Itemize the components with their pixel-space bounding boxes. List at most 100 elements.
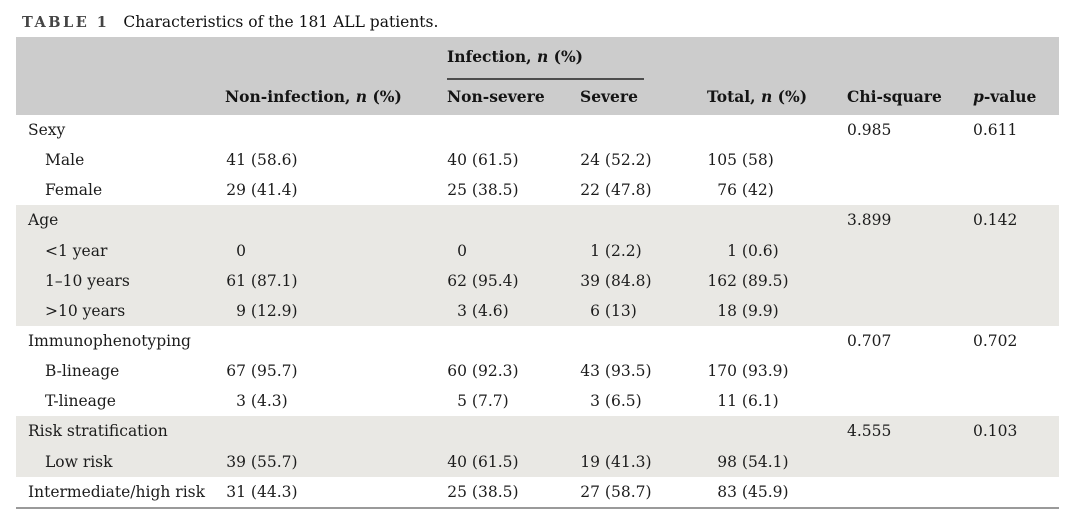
- characteristics-table: Infection, n (%) Non-infection, n (%) No…: [16, 37, 1059, 509]
- table-row: Sexy 0.985 0.611: [16, 115, 1059, 145]
- cell-count: 43: [580, 362, 600, 381]
- cell-count: 105: [707, 151, 737, 170]
- cell-count: 0: [236, 241, 246, 260]
- cell-count: 3: [236, 392, 246, 411]
- cell-percent: (13): [600, 301, 637, 320]
- cell-percent: (42): [737, 181, 774, 200]
- cell-nonsevere: 40 (61.5): [447, 151, 580, 169]
- col-group-header-infection: Infection, n (%): [447, 47, 584, 66]
- cell-total: 18 (9.9): [707, 302, 847, 320]
- cell-percent: (0.6): [737, 241, 779, 260]
- cell-percent: (92.3): [467, 362, 519, 381]
- cell-count: 22: [580, 181, 600, 200]
- cell-count: 3: [457, 301, 467, 320]
- cell-count: 1: [590, 241, 600, 260]
- cell-severe: 19 (41.3): [580, 453, 707, 471]
- cell-percent: (4.3): [246, 392, 288, 411]
- row-label: Intermediate/high risk: [28, 482, 206, 501]
- row-label: Low risk: [45, 452, 113, 471]
- cell-total: 76 (42): [707, 181, 847, 199]
- cell-noninfection: 3 (4.3): [225, 392, 447, 410]
- cell-count: 0: [457, 241, 467, 260]
- cell-severe: 6 (13): [580, 302, 707, 320]
- cell-percent: (93.5): [600, 362, 652, 381]
- cell-severe: 39 (84.8): [580, 272, 707, 290]
- cell-count: 9: [236, 301, 246, 320]
- cell-percent: (58): [737, 151, 774, 170]
- table-row: Female 29 (41.4) 25 (38.5) 22 (47.8) 76 …: [16, 175, 1059, 205]
- cell-percent: (55.7): [246, 452, 298, 471]
- cell-total: 105 (58): [707, 151, 847, 169]
- cell-pvalue: 0.142: [973, 211, 1018, 230]
- row-label: Male: [45, 151, 85, 170]
- infection-group-underline: [447, 78, 644, 80]
- cell-chisquare: 0.985: [847, 121, 892, 140]
- col-header-noninfection: Non-infection, n (%): [225, 87, 402, 106]
- cell-percent: (41.3): [600, 452, 652, 471]
- cell-nonsevere: 3 (4.6): [447, 302, 580, 320]
- col-header-chisquare: Chi-square: [847, 87, 942, 106]
- cell-count: 170: [707, 362, 737, 381]
- cell-count: 162: [707, 271, 737, 290]
- row-label: 1–10 years: [45, 271, 130, 290]
- cell-severe: 22 (47.8): [580, 181, 707, 199]
- cell-count: 3: [590, 392, 600, 411]
- cell-count: 61: [226, 271, 246, 290]
- cell-count: 83: [717, 482, 737, 501]
- table-row: Intermediate/high risk 31 (44.3) 25 (38.…: [16, 477, 1059, 507]
- cell-percent: (45.9): [737, 482, 789, 501]
- row-label: B-lineage: [45, 362, 120, 381]
- cell-percent: (95.4): [467, 271, 519, 290]
- cell-noninfection: 0: [225, 242, 447, 260]
- cell-severe: 43 (93.5): [580, 362, 707, 380]
- cell-count: 27: [580, 482, 600, 501]
- cell-noninfection: 39 (55.7): [225, 453, 447, 471]
- row-label: >10 years: [45, 301, 126, 320]
- col-header-pvalue: p-value: [973, 87, 1037, 106]
- cell-severe: 3 (6.5): [580, 392, 707, 410]
- row-label: Sexy: [28, 121, 66, 140]
- cell-percent: (95.7): [246, 362, 298, 381]
- row-label: <1 year: [45, 241, 108, 260]
- cell-percent: (6.1): [737, 392, 779, 411]
- cell-count: 62: [447, 271, 467, 290]
- table-row: Age 3.899 0.142: [16, 205, 1059, 236]
- cell-percent: (12.9): [246, 301, 298, 320]
- row-label: Female: [45, 181, 103, 200]
- cell-percent: (54.1): [737, 452, 789, 471]
- col-header-nonsevere: Non-severe: [447, 87, 545, 106]
- cell-count: 29: [226, 181, 246, 200]
- cell-percent: (4.6): [467, 301, 509, 320]
- cell-count: 98: [717, 452, 737, 471]
- cell-count: 76: [717, 181, 737, 200]
- cell-percent: (2.2): [600, 241, 642, 260]
- cell-count: 41: [226, 151, 246, 170]
- table-body: Sexy 0.985 0.611 Male 41 (58.6) 40 (61.5…: [16, 115, 1059, 509]
- cell-noninfection: 61 (87.1): [225, 272, 447, 290]
- cell-nonsevere: 5 (7.7): [447, 392, 580, 410]
- cell-percent: (87.1): [246, 271, 298, 290]
- cell-nonsevere: 25 (38.5): [447, 483, 580, 501]
- cell-percent: (41.4): [246, 181, 298, 200]
- cell-count: 19: [580, 452, 600, 471]
- table-row: <1 year 0 0 1 (2.2) 1 (0.6): [16, 235, 1059, 266]
- cell-total: 1 (0.6): [707, 242, 847, 260]
- cell-total: 170 (93.9): [707, 362, 847, 380]
- cell-count: 1: [727, 241, 737, 260]
- cell-percent: (9.9): [737, 301, 779, 320]
- cell-percent: (58.7): [600, 482, 652, 501]
- cell-percent: (52.2): [600, 151, 652, 170]
- cell-percent: (61.5): [467, 151, 519, 170]
- row-label: Age: [28, 211, 59, 230]
- cell-total: 98 (54.1): [707, 453, 847, 471]
- cell-noninfection: 31 (44.3): [225, 483, 447, 501]
- table-row: Risk stratification 4.555 0.103: [16, 416, 1059, 447]
- row-label: T-lineage: [45, 392, 116, 411]
- cell-percent: (44.3): [246, 482, 298, 501]
- cell-noninfection: 9 (12.9): [225, 302, 447, 320]
- table-caption-text: Characteristics of the 181 ALL patients.: [123, 13, 439, 31]
- table-row: B-lineage 67 (95.7) 60 (92.3) 43 (93.5) …: [16, 356, 1059, 386]
- cell-noninfection: 67 (95.7): [225, 362, 447, 380]
- cell-percent: (61.5): [467, 452, 519, 471]
- cell-chisquare: 0.707: [847, 332, 892, 351]
